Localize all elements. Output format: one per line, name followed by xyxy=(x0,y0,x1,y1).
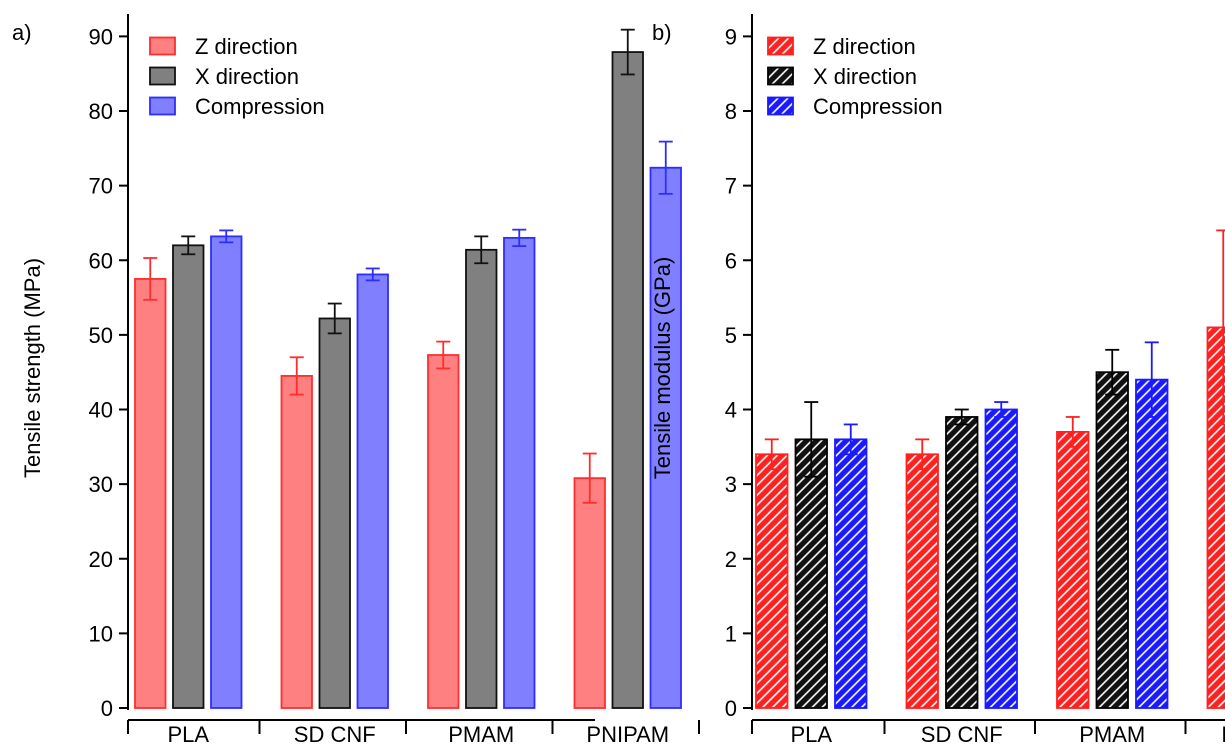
x-category-label-sd-cnf: SD CNF xyxy=(294,722,376,747)
x-category-label-pla: PLA xyxy=(790,722,832,747)
legend-entry-z-direction: Z direction xyxy=(768,34,916,59)
bar-x-direction-pmam xyxy=(466,250,497,708)
bar-x-direction-pla xyxy=(173,245,204,708)
y-tick-label-0: 0 xyxy=(101,696,113,721)
panel-label-b: b) xyxy=(652,20,672,45)
bar-x-direction-pla xyxy=(796,439,828,708)
y-tick-label-60: 60 xyxy=(89,248,113,273)
bar-z-direction-sd-cnf xyxy=(282,376,313,708)
bar-x-direction-sd-cnf xyxy=(320,318,351,708)
bar-z-direction-sd-cnf xyxy=(907,454,939,708)
legend-entry-compression: Compression xyxy=(150,94,325,119)
legend-label-z-direction: Z direction xyxy=(195,34,298,59)
legend-panel-a: Z direction X direction Compression xyxy=(150,34,325,119)
bar-z-direction-pla xyxy=(135,279,166,708)
panel-a-tensile-strength: a) Tensile strength (MPa) 0 10 20 30 40 50 60 7… xyxy=(12,14,699,747)
y-tick-label-0: 0 xyxy=(725,696,737,721)
y-tick-label-50: 50 xyxy=(89,323,113,348)
legend-entry-x-direction: X direction xyxy=(150,64,299,89)
legend-swatch-x-direction xyxy=(150,68,175,85)
x-category-label-pla: PLA xyxy=(167,722,209,747)
bar-x-direction-pmam xyxy=(1097,372,1129,708)
legend-entry-x-direction: X direction xyxy=(768,64,917,89)
y-tick-label-40: 40 xyxy=(89,398,113,423)
legend-entry-z-direction: Z direction xyxy=(150,34,298,59)
y-tick-label-2: 2 xyxy=(725,547,737,572)
y-tick-label-9: 9 xyxy=(725,24,737,49)
y-tick-label-6: 6 xyxy=(725,248,737,273)
y-tick-label-10: 10 xyxy=(89,621,113,646)
y-axis-title-a: Tensile strength (MPa) xyxy=(20,258,45,478)
bar-compression-sd-cnf xyxy=(986,410,1018,708)
legend-swatch-z-direction xyxy=(150,38,175,55)
x-category-label-pnipam: PNIPAM xyxy=(586,722,669,747)
legend-label-compression: Compression xyxy=(813,94,943,119)
bars-panel-b xyxy=(756,29,1225,708)
y-tick-label-4: 4 xyxy=(725,398,737,423)
legend-panel-b: Z direction X direction Compression xyxy=(768,34,943,119)
y-tick-label-90: 90 xyxy=(89,24,113,49)
x-category-label-sd-cnf: SD CNF xyxy=(921,722,1003,747)
panel-label-a: a) xyxy=(12,20,32,45)
y-tick-label-7: 7 xyxy=(725,174,737,199)
legend-label-compression: Compression xyxy=(195,94,325,119)
legend-swatch-compression xyxy=(768,98,793,115)
bar-x-direction-sd-cnf xyxy=(946,417,978,708)
y-tick-label-3: 3 xyxy=(725,472,737,497)
bars-panel-a xyxy=(135,30,681,708)
bar-compression-pmam xyxy=(1136,380,1168,708)
y-tick-label-5: 5 xyxy=(725,323,737,348)
bar-compression-sd-cnf xyxy=(358,274,389,708)
legend-label-x-direction: X direction xyxy=(813,64,917,89)
x-category-label-pmam: PMAM xyxy=(1079,722,1145,747)
legend-swatch-compression xyxy=(150,98,175,115)
bar-z-direction-pnipam xyxy=(575,478,606,708)
legend-swatch-z-direction xyxy=(768,38,793,55)
bar-compression-pla xyxy=(835,439,867,708)
y-tick-label-70: 70 xyxy=(89,174,113,199)
x-category-label-pmam: PMAM xyxy=(448,722,514,747)
panel-b-tensile-modulus: b) Tensile modulus (GPa) 0 1 2 3 4 5 6 7 8 9 PLA SD… xyxy=(650,14,1225,747)
bar-z-direction-pmam xyxy=(1057,432,1089,708)
y-tick-label-8: 8 xyxy=(725,99,737,124)
y-tick-label-20: 20 xyxy=(89,547,113,572)
bar-z-direction-pmam xyxy=(428,355,459,708)
y-tick-label-80: 80 xyxy=(89,99,113,124)
bar-compression-pmam xyxy=(504,238,535,708)
y-axis-title-b: Tensile modulus (GPa) xyxy=(650,257,675,480)
bar-z-direction-pla xyxy=(756,454,788,708)
y-tick-label-1: 1 xyxy=(725,621,737,646)
legend-swatch-x-direction xyxy=(768,68,793,85)
x-category-label-pnipam: PNIPAM xyxy=(1221,722,1225,747)
legend-label-z-direction: Z direction xyxy=(813,34,916,59)
bar-compression-pla xyxy=(211,236,242,708)
legend-entry-compression: Compression xyxy=(768,94,943,119)
bar-x-direction-pnipam xyxy=(613,52,644,708)
legend-label-x-direction: X direction xyxy=(195,64,299,89)
y-tick-label-30: 30 xyxy=(89,472,113,497)
